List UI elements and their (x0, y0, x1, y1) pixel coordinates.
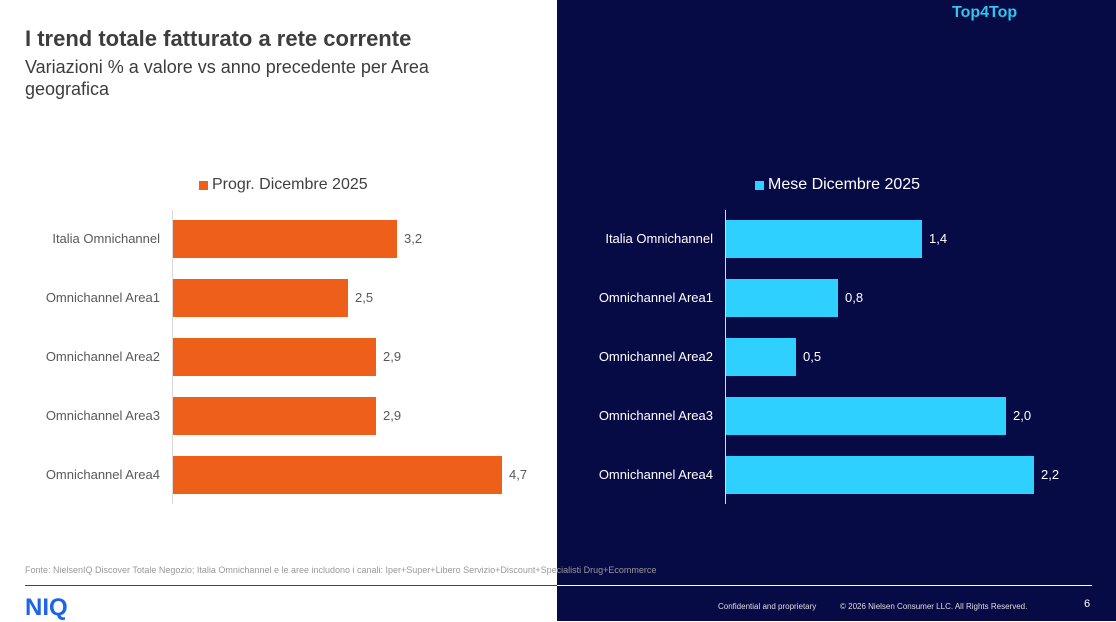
category-label: Omnichannel Area3 (598, 408, 713, 423)
data-label: 4,7 (509, 467, 528, 482)
brand-label: Top4Top (952, 4, 1018, 21)
category-label: Omnichannel Area2 (598, 349, 713, 364)
bar (173, 456, 502, 494)
y-axis (725, 210, 726, 504)
category-label: Omnichannel Area1 (45, 290, 160, 305)
divider (25, 585, 557, 586)
category-label: Italia Omnichannel (605, 231, 713, 246)
bar (726, 279, 838, 317)
page-number: 6 (1084, 598, 1091, 610)
y-axis (172, 210, 173, 504)
category-label: Omnichannel Area3 (45, 408, 160, 423)
bar (726, 338, 796, 376)
divider (557, 585, 1092, 586)
bar (726, 456, 1034, 494)
chart-legend: Progr. Dicembre 2025 (199, 176, 368, 194)
legend-label: Progr. Dicembre 2025 (212, 176, 368, 193)
page-subtitle: Variazioni % a valore vs anno precedente… (25, 57, 429, 99)
bar (173, 397, 376, 435)
bar (173, 338, 376, 376)
data-label: 0,5 (803, 349, 822, 364)
bar (173, 220, 397, 258)
chart-legend: Mese Dicembre 2025 (755, 176, 920, 194)
category-label: Omnichannel Area4 (45, 467, 160, 482)
data-label: 2,9 (383, 349, 402, 364)
bar (173, 279, 348, 317)
confidential-text: Confidential and proprietary (718, 602, 817, 611)
legend-swatch (199, 180, 208, 190)
category-label: Omnichannel Area1 (598, 290, 713, 305)
data-label: 3,2 (404, 231, 423, 246)
legend-label: Mese Dicembre 2025 (768, 176, 921, 193)
bar (726, 397, 1006, 435)
page-title: I trend totale fatturato a rete corrente (25, 26, 412, 51)
data-label: 2,0 (1013, 408, 1032, 423)
data-label: 2,2 (1041, 467, 1060, 482)
data-label: 2,5 (355, 290, 374, 305)
source-note: Fonte: NielsenIQ Discover Totale Negozio… (25, 565, 657, 575)
legend-swatch (755, 180, 764, 190)
copyright-text: © 2026 Nielsen Consumer LLC. All Rights … (840, 602, 1028, 611)
category-label: Italia Omnichannel (52, 231, 160, 246)
niq-logo: NIQ (25, 594, 68, 621)
data-label: 1,4 (929, 231, 948, 246)
category-label: Omnichannel Area4 (598, 467, 713, 482)
data-label: 0,8 (845, 290, 864, 305)
category-label: Omnichannel Area2 (45, 349, 160, 364)
bar (726, 220, 922, 258)
data-label: 2,9 (383, 408, 402, 423)
